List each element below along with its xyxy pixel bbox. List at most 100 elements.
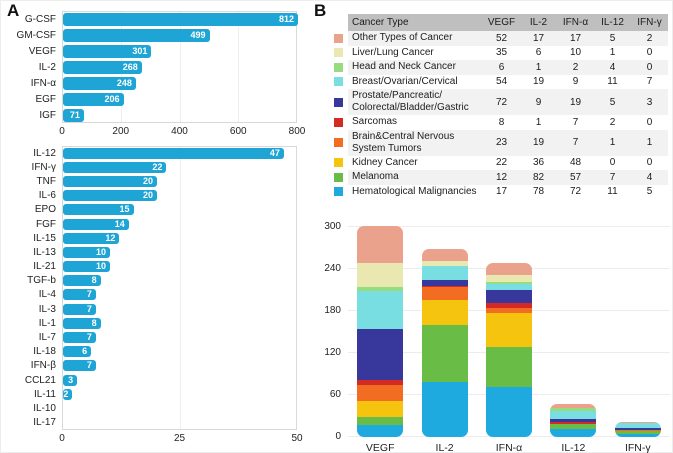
cell-value: 52 <box>495 32 508 44</box>
bar-slot <box>606 421 670 437</box>
swatch-cell <box>334 60 348 75</box>
cell-value: 82 <box>532 171 545 183</box>
stack-segment <box>421 279 468 286</box>
table-header-row: Cancer Type VEGF IL-2 IFN-α IL-12 IFN-γ <box>334 14 668 31</box>
cell-value: 19 <box>532 137 545 148</box>
cancer-name: Other Types of Cancer <box>352 32 453 44</box>
stack-segment <box>550 407 597 409</box>
legend-swatch <box>334 172 343 182</box>
bar-slot <box>541 404 605 437</box>
bar-track: 268 <box>62 60 297 74</box>
stack-segment <box>485 290 532 304</box>
bar: 6 <box>63 346 92 358</box>
bar-row: IL-12 47 <box>4 146 297 160</box>
cell-value: 2 <box>572 61 579 73</box>
table-row: Prostate/Pancreatic/​Colorectal/Bladder/… <box>334 89 668 115</box>
stack-segment <box>357 379 404 386</box>
bar: 22 <box>63 161 167 173</box>
stack-segment <box>550 411 597 419</box>
stack-segment <box>485 275 532 283</box>
swatch-spacer <box>334 14 348 31</box>
legend-swatch <box>334 33 343 43</box>
bar-row: GM-CSF 499 <box>4 27 297 43</box>
bar-track: 2 <box>62 388 297 400</box>
column-header: IL-2 <box>529 17 548 28</box>
table-row: Melanoma 12 82 57 7 4 <box>334 170 668 185</box>
stack-segment <box>357 226 404 263</box>
cell-value: 1 <box>535 116 542 128</box>
row-content: Hematological Malignancies 17 78 72 11 5 <box>348 184 668 199</box>
x-axis: 0 200 400 600 800 <box>59 123 305 139</box>
cell-value: 0 <box>646 61 653 73</box>
bar-row: IL-21 10 <box>4 260 297 274</box>
cell-value: 7 <box>646 76 653 88</box>
bar: 7 <box>63 332 96 344</box>
stack-segment <box>357 385 404 402</box>
bar-track: 206 <box>62 92 297 106</box>
panel-a-label: A <box>7 1 20 20</box>
y-axis-tick-label: 120 <box>324 347 341 358</box>
row-content: Prostate/Pancreatic/​Colorectal/Bladder/… <box>348 89 668 115</box>
bar: 71 <box>63 108 84 122</box>
cell-value: 6 <box>498 61 505 73</box>
swatch-cell <box>334 74 348 89</box>
bar: 8 <box>63 275 101 287</box>
swatch-cell <box>334 115 348 130</box>
bar-row: EPO 15 <box>4 203 297 217</box>
cell-value: 5 <box>646 186 653 198</box>
legend-swatch <box>334 187 343 197</box>
category-label: EPO <box>34 204 56 216</box>
row-content: Brain&Central Nervous System Tumors 23 19 7… <box>348 129 668 156</box>
row-content: Breast/Ovarian/Cervical 54 19 9 11 7 <box>348 74 668 89</box>
cell-value: 9 <box>535 96 542 108</box>
cell-value: 6 <box>535 47 542 59</box>
y-axis-tick-label: 60 <box>329 389 341 400</box>
x-axis-category-label: VEGF <box>365 442 395 453</box>
bar: 499 <box>63 28 210 42</box>
bar-value-label: 206 <box>104 93 120 104</box>
bar-row: IL-11 2 <box>4 387 297 401</box>
bar-row: IL-18 6 <box>4 345 297 359</box>
cell-value: 2 <box>609 116 616 128</box>
stack-segment <box>421 249 468 262</box>
stack-segment <box>485 313 532 347</box>
axis-tick-label: 200 <box>112 126 130 137</box>
x-axis-category-label: IL-12 <box>561 442 586 453</box>
stack-segment <box>357 401 404 417</box>
category-label: IL-21 <box>33 261 56 273</box>
category-label: IFN-α <box>30 77 56 89</box>
bar-value-label: 499 <box>190 29 206 40</box>
stack-segment <box>550 404 597 408</box>
bar-track: 71 <box>62 108 297 122</box>
bar: 7 <box>63 303 96 315</box>
bar-row: EGF 206 <box>4 91 297 107</box>
table-row: Head and Neck Cancer 6 1 2 4 0 <box>334 60 668 75</box>
bar-row: IL-15 12 <box>4 231 297 245</box>
category-label: IL-3 <box>38 303 56 315</box>
bar-value-label: 71 <box>69 109 80 120</box>
bar-track: 8 <box>62 275 297 287</box>
cell-value: 7 <box>572 116 579 128</box>
cell-value: 19 <box>532 76 545 88</box>
category-label: IFN-γ <box>31 161 56 173</box>
category-label: IL-6 <box>38 190 56 202</box>
bar-row: IL-6 20 <box>4 189 297 203</box>
category-label: IFN-β <box>30 360 56 372</box>
bar: 10 <box>63 261 110 273</box>
stack-segment <box>357 329 404 380</box>
bar-track: 22 <box>62 161 297 173</box>
bar-row: IFN-β 7 <box>4 359 297 373</box>
row-content: Kidney Cancer 22 36 48 0 0 <box>348 155 668 170</box>
stack-segment <box>614 427 661 431</box>
swatch-cell <box>334 45 348 60</box>
cell-value: 0 <box>646 47 653 59</box>
table-row: Kidney Cancer 22 36 48 0 0 <box>334 155 668 170</box>
bar-value-label: 10 <box>95 246 106 257</box>
stack-segment <box>550 418 597 423</box>
bar-value-label: 812 <box>278 13 294 24</box>
bar-row: IL-7 7 <box>4 330 297 344</box>
stack-segment <box>485 308 532 314</box>
cell-value: 36 <box>532 157 545 169</box>
column-header: IL-12 <box>601 17 624 28</box>
